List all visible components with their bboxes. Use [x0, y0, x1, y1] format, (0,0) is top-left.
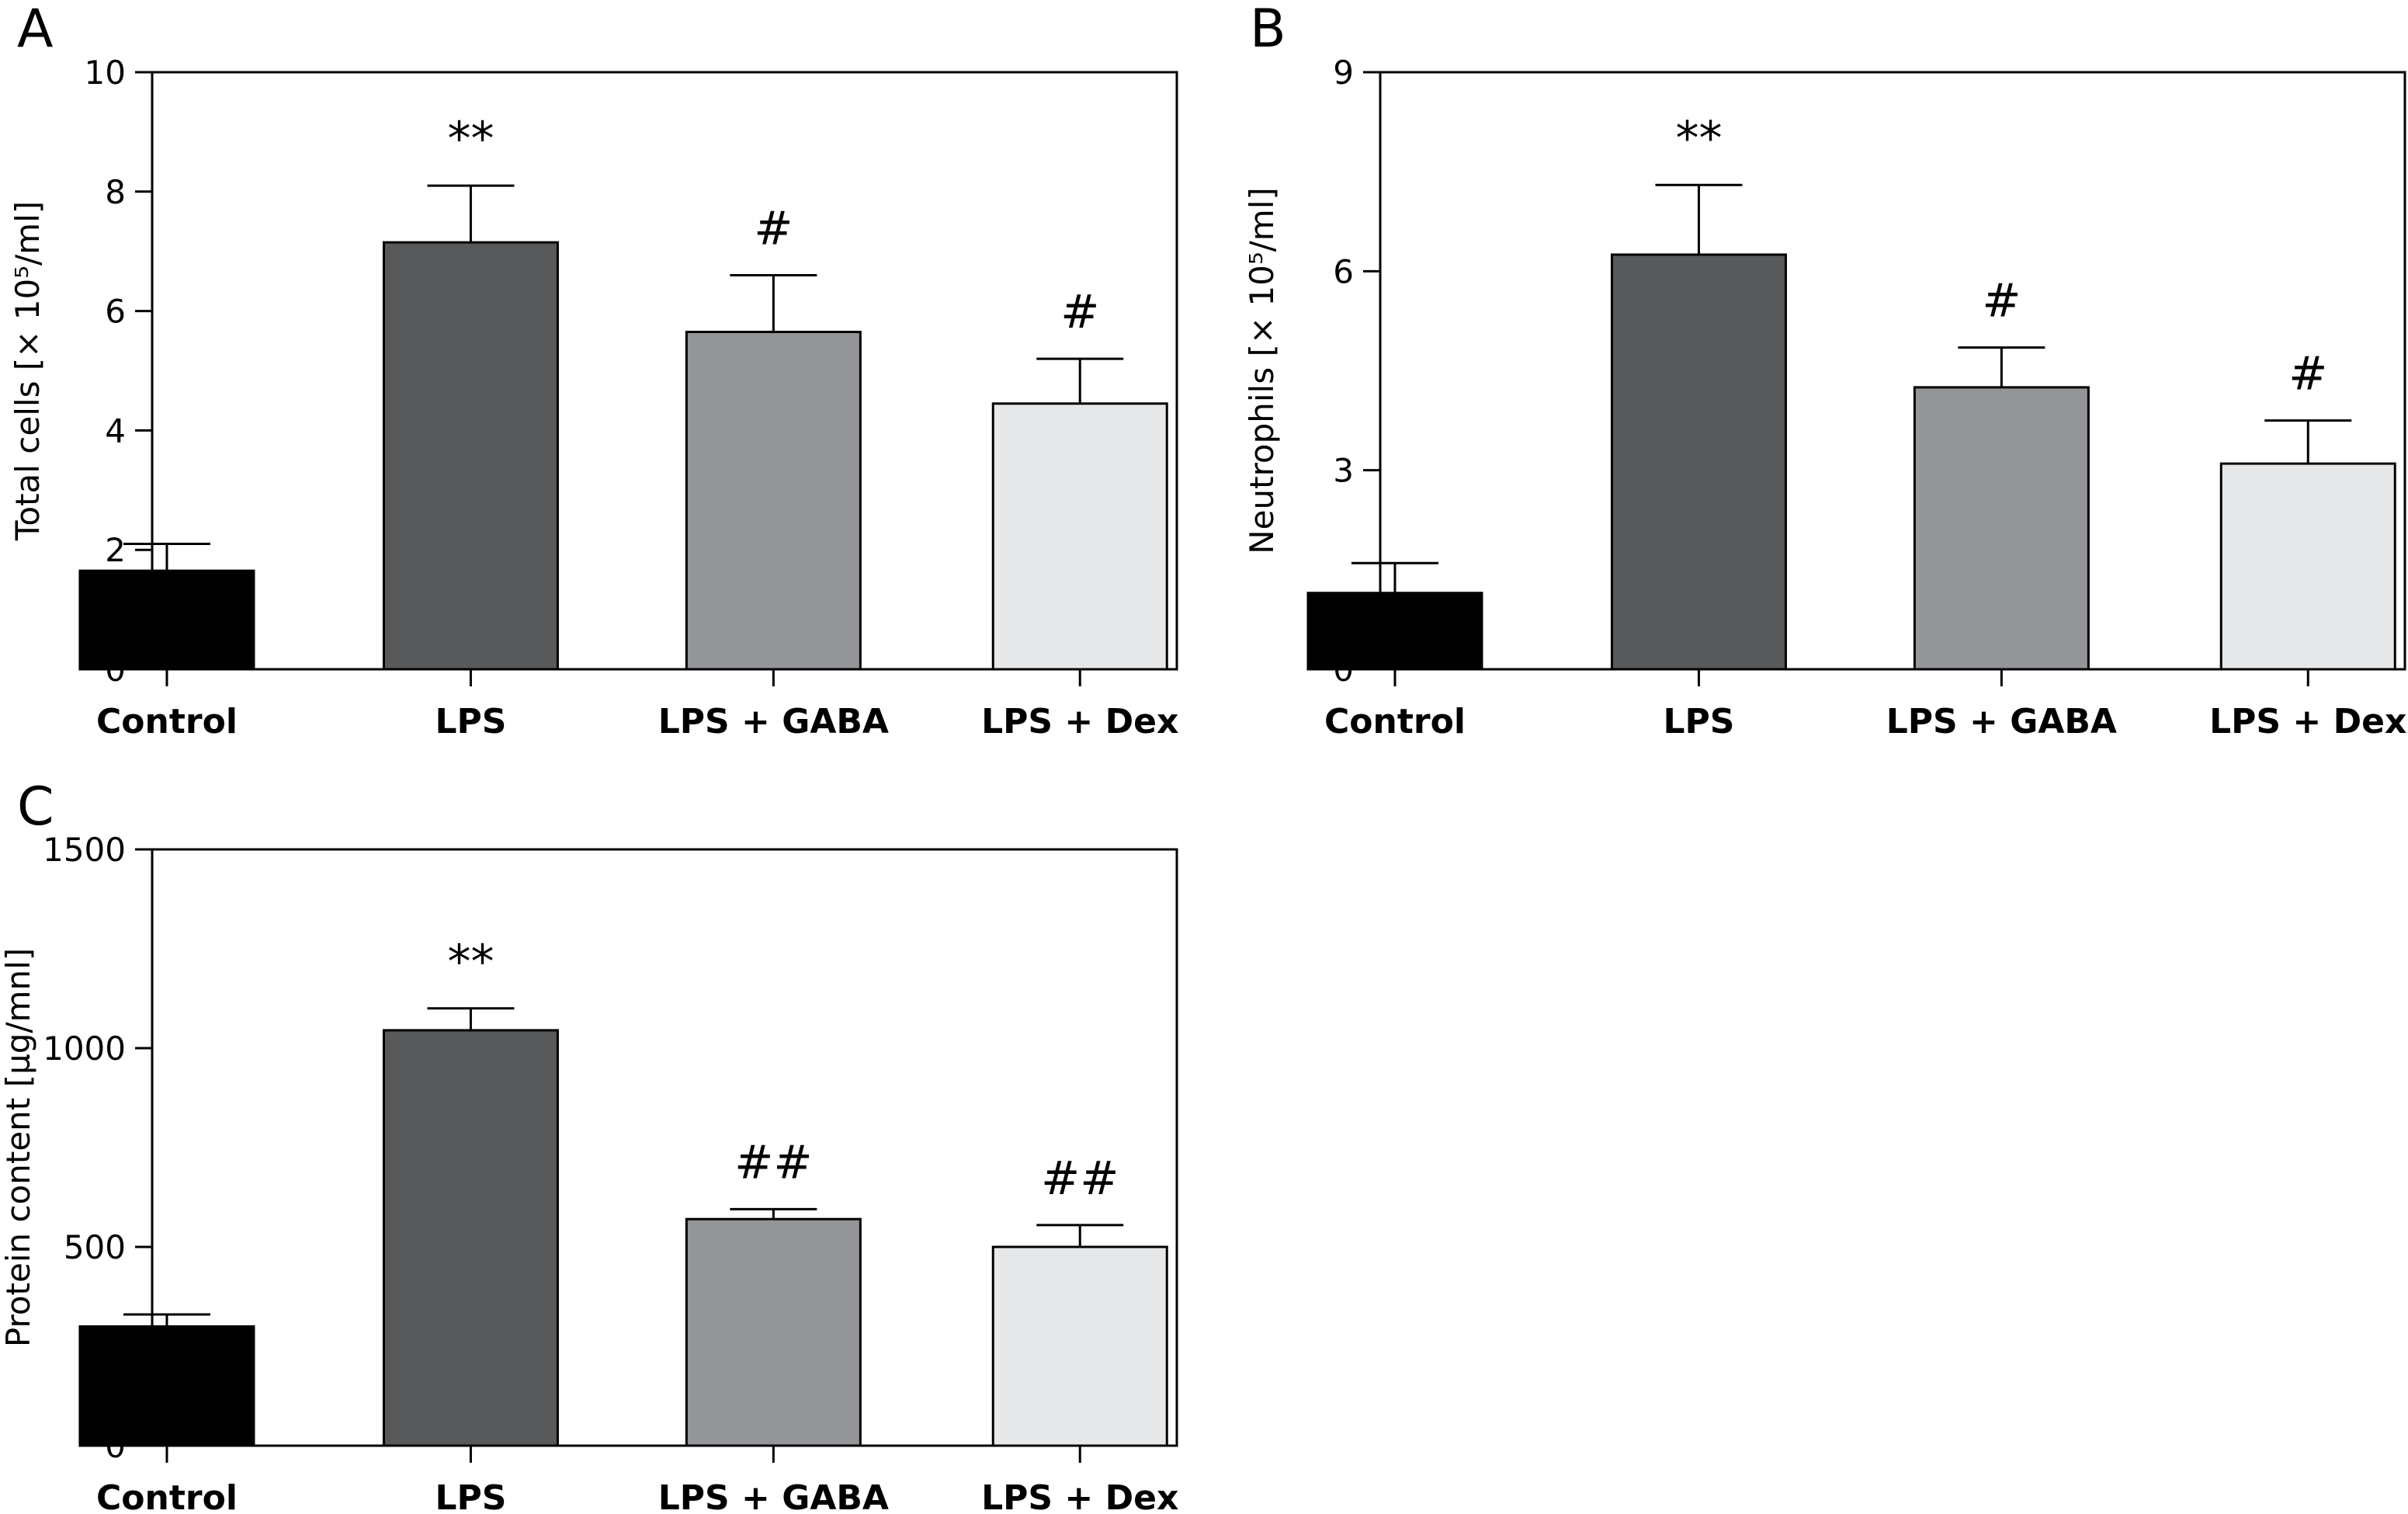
x-tick-label: Control — [96, 702, 238, 741]
bar-control — [1306, 592, 1483, 671]
y-tick-label: 3 — [1333, 452, 1354, 490]
y-tick-label: 6 — [105, 293, 126, 331]
panel-letter: C — [17, 776, 54, 838]
x-tick-label: Control — [1324, 702, 1466, 741]
y-tick-label: 1000 — [43, 1030, 126, 1068]
significance-label: ** — [447, 112, 494, 166]
significance-label: # — [754, 201, 793, 255]
bar-lps-gaba — [685, 1217, 862, 1447]
bar-control — [78, 1325, 255, 1447]
panel-c: C050010001500Protein content [µg/mnl]Con… — [0, 776, 1178, 1514]
x-tick-label: LPS — [435, 702, 506, 741]
panel-a: A0246810Total cells [× 10⁵/ml]Control**L… — [9, 0, 1178, 741]
bar-lps — [382, 241, 559, 671]
y-tick-label: 500 — [64, 1228, 126, 1266]
x-tick-label: LPS — [435, 1478, 506, 1511]
bar-control — [78, 569, 255, 671]
x-tick-label: LPS + GABA — [1886, 702, 2117, 741]
panel-letter: A — [17, 0, 54, 60]
x-tick-label: LPS + Dex — [2209, 702, 2406, 741]
x-tick-label: LPS + GABA — [658, 1478, 889, 1511]
bar-lps — [1610, 253, 1787, 671]
bar-lps-dex — [2219, 462, 2396, 671]
significance-label: # — [2288, 347, 2327, 401]
y-axis-title: Neutrophils [× 10⁵/ml] — [1243, 187, 1281, 554]
significance-label: ## — [1041, 1151, 1119, 1206]
y-tick-label: 2 — [105, 531, 126, 569]
significance-label: # — [1060, 285, 1099, 339]
y-tick-label: 10 — [85, 54, 126, 92]
plot-frame — [151, 848, 1178, 1447]
x-tick-label: LPS + GABA — [658, 702, 889, 741]
bar-lps-dex — [991, 1245, 1168, 1447]
bar-lps-dex — [991, 402, 1168, 671]
y-tick-label: 6 — [1333, 252, 1354, 290]
y-tick-label: 9 — [1333, 54, 1354, 92]
y-tick-label: 1500 — [43, 831, 126, 869]
x-tick-label: LPS + Dex — [981, 702, 1178, 741]
significance-label: # — [1982, 274, 2021, 328]
y-axis-title: Protein content [µg/mnl] — [0, 948, 37, 1347]
bar-lps — [382, 1029, 559, 1447]
significance-label: ** — [447, 935, 494, 989]
y-axis-title: Total cells [× 10⁵/ml] — [9, 201, 47, 541]
plot-frame — [151, 71, 1178, 671]
panel-letter: B — [1250, 0, 1286, 60]
bar-lps-gaba — [1913, 386, 2090, 671]
x-tick-label: LPS + Dex — [981, 1478, 1178, 1511]
y-tick-label: 8 — [105, 173, 126, 211]
x-tick-label: Control — [96, 1478, 238, 1511]
significance-label: ** — [1675, 111, 1722, 165]
plot-frame — [1379, 71, 2406, 671]
y-tick-label: 4 — [105, 411, 126, 450]
bar-lps-gaba — [685, 331, 862, 671]
x-tick-label: LPS — [1663, 702, 1734, 741]
panel-b: B0369Neutrophils [× 10⁵/ml]Control**LPS#… — [1243, 0, 2406, 741]
significance-label: ## — [734, 1135, 813, 1189]
